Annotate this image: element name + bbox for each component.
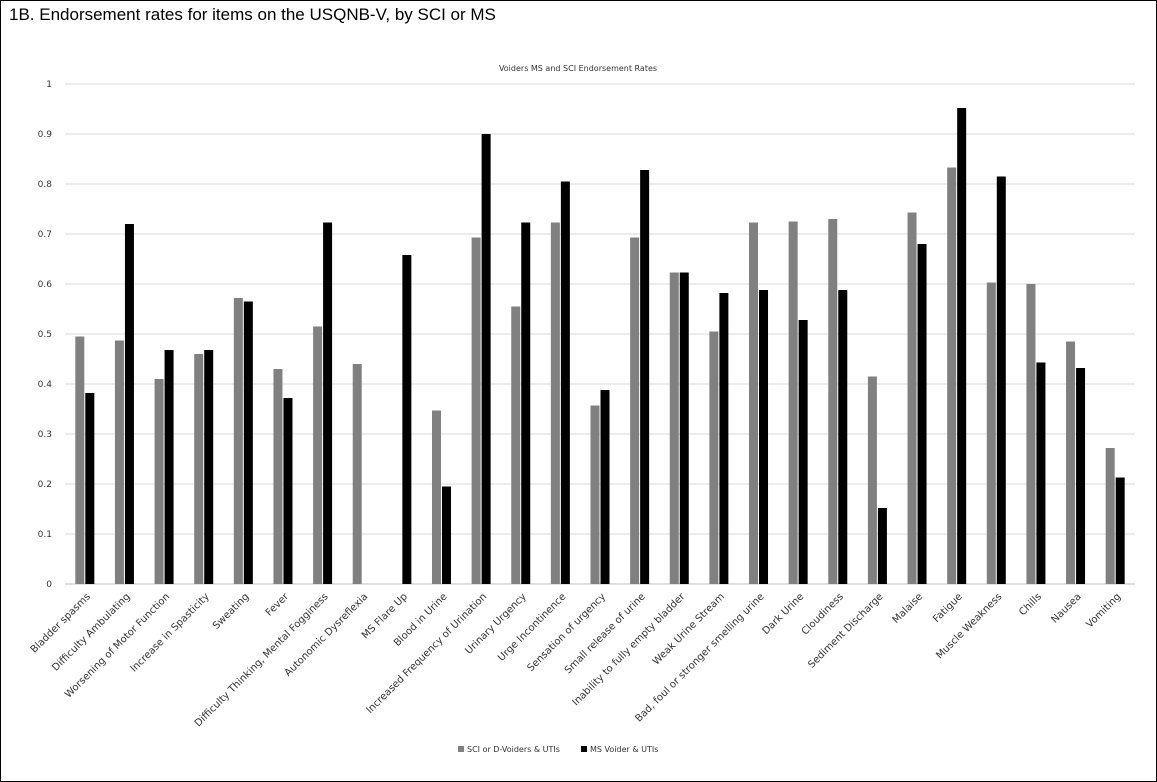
bar-sci xyxy=(114,340,124,584)
bar-sci xyxy=(669,272,679,584)
y-tick-label: 0.9 xyxy=(38,130,53,140)
bar-ms xyxy=(441,486,451,584)
bar-ms xyxy=(124,224,134,584)
y-tick-label: 1 xyxy=(46,80,52,90)
y-tick-label: 0.1 xyxy=(38,530,52,540)
bar-ms xyxy=(243,301,253,584)
bar-sci xyxy=(828,219,838,584)
x-tick-label: Sensation of urgency xyxy=(525,591,608,674)
x-tick-label: Urge Incontinence xyxy=(496,591,568,663)
y-tick-label: 0.6 xyxy=(38,280,53,290)
legend-swatch xyxy=(458,746,464,752)
bar-ms xyxy=(798,320,808,584)
bar-sci xyxy=(947,167,957,584)
bar-sci xyxy=(194,354,204,584)
bar-sci xyxy=(907,212,917,584)
legend-swatch xyxy=(581,746,587,752)
legend-label: MS Voider & UTIs xyxy=(590,745,658,754)
y-tick-label: 0.3 xyxy=(38,430,52,440)
x-tick-label: Chills xyxy=(1017,591,1044,618)
bar-sci xyxy=(867,376,877,584)
bar-sci xyxy=(550,222,560,584)
bar-sci xyxy=(749,222,759,584)
bar-ms xyxy=(164,350,174,584)
y-tick-label: 0 xyxy=(46,580,52,590)
bar-sci xyxy=(1066,341,1076,584)
bar-ms xyxy=(204,350,214,584)
bar-sci xyxy=(273,369,283,584)
x-tick-label: Sediment Discharge xyxy=(806,591,885,670)
chart-title: Voiders MS and SCI Endorsement Rates xyxy=(499,64,657,73)
x-tick-label: Muscle Weakness xyxy=(934,591,1004,661)
bar-ms xyxy=(283,398,293,584)
bar-sci xyxy=(233,298,243,584)
bar-ms xyxy=(877,508,887,584)
bar-ms xyxy=(600,390,610,584)
bar-sci xyxy=(709,331,719,584)
bar-ms xyxy=(640,170,650,584)
bar-sci xyxy=(590,405,600,584)
x-tick-label: Vomiting xyxy=(1084,591,1123,630)
bar-sci xyxy=(154,379,164,584)
bar-ms xyxy=(481,134,491,584)
bar-ms xyxy=(1036,362,1046,584)
bar-sci xyxy=(1105,448,1115,584)
y-tick-label: 0.8 xyxy=(38,180,53,190)
x-tick-label: Difficulty Ambulating xyxy=(50,591,132,673)
bar-ms xyxy=(759,290,769,584)
bar-sci xyxy=(431,410,441,584)
x-tick-label: Difficulty Thinking, Mental Fogginess xyxy=(193,591,331,729)
bar-ms xyxy=(402,255,412,584)
x-tick-label: Fever xyxy=(264,591,292,619)
x-tick-label: Small release of urine xyxy=(563,591,648,676)
gridlines xyxy=(65,83,1135,585)
bars xyxy=(75,108,1125,584)
bar-sci xyxy=(788,221,798,584)
bar-ms xyxy=(1115,477,1125,584)
y-tick-label: 0.2 xyxy=(38,480,52,490)
x-tick-label: Sweating xyxy=(211,591,251,631)
y-tick-label: 0.7 xyxy=(38,230,52,240)
bar-ms xyxy=(838,290,848,584)
bar-ms xyxy=(85,393,95,584)
legend-label: SCI or D-Voiders & UTIs xyxy=(467,745,560,754)
bar-ms xyxy=(996,176,1006,584)
y-tick-label: 0.4 xyxy=(38,380,53,390)
bar-sci xyxy=(313,326,323,584)
bar-ms xyxy=(521,222,531,584)
bar-ms xyxy=(917,244,927,584)
y-axis-ticks: 0 0.1 0.2 0.3 0.4 0.5 0.6 0.7 0.8 0.9 1 xyxy=(38,80,53,590)
bar-sci xyxy=(630,237,640,584)
legend: SCI or D-Voiders & UTIs MS Voider & UTIs xyxy=(458,745,658,754)
page-title: 1B. Endorsement rates for items on the U… xyxy=(9,5,496,24)
x-tick-label: Autonomic Dysreflexia xyxy=(283,591,371,679)
bar-sci xyxy=(986,282,996,584)
bar-sci xyxy=(75,336,85,584)
bar-ms xyxy=(679,272,689,584)
bar-sci xyxy=(511,306,521,584)
bar-sci xyxy=(471,237,481,584)
x-tick-label: Increase in Spasticity xyxy=(129,591,212,674)
x-tick-label: Malaise xyxy=(891,591,926,626)
y-tick-label: 0.5 xyxy=(38,330,52,340)
x-tick-label: Fatigue xyxy=(931,591,965,625)
bar-ms xyxy=(957,108,967,584)
bar-ms xyxy=(719,293,729,584)
x-tick-label: Weak Urine Stream xyxy=(651,591,727,667)
bar-ms xyxy=(560,181,570,584)
bar-ms xyxy=(323,222,333,584)
x-tick-label: Nausea xyxy=(1049,591,1083,625)
bar-sci xyxy=(1026,284,1036,584)
bar-ms xyxy=(1076,368,1086,584)
bar-sci xyxy=(352,364,362,584)
